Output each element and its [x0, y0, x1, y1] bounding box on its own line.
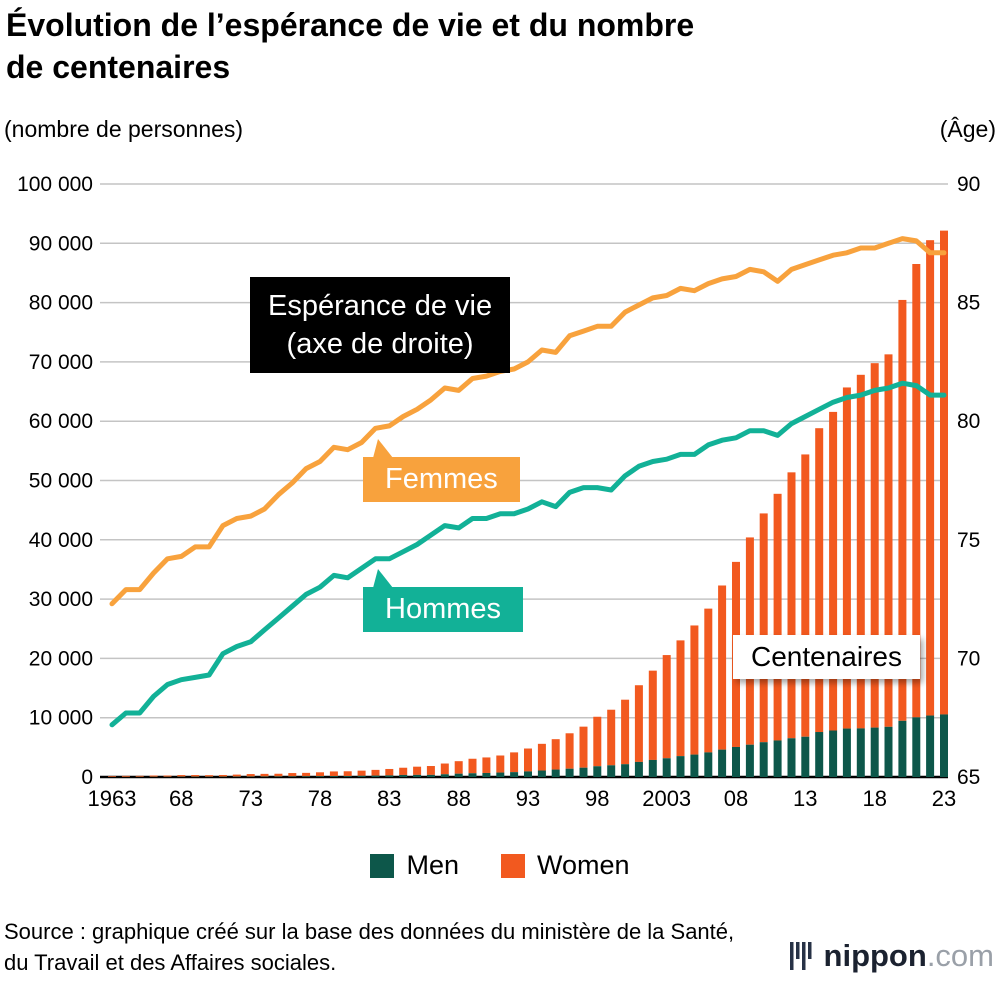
svg-text:0: 0	[81, 766, 93, 789]
legend-swatch-men	[370, 853, 395, 878]
logo-wordmark: nippon	[823, 938, 927, 973]
svg-text:70: 70	[957, 647, 980, 670]
svg-text:85: 85	[957, 292, 980, 315]
source-note: Source : graphique créé sur la base des …	[4, 919, 735, 975]
svg-text:13: 13	[793, 786, 817, 811]
svg-text:30 000: 30 000	[29, 588, 93, 611]
gridlines	[100, 183, 948, 779]
svg-text:93: 93	[516, 786, 540, 811]
life-expectancy-lines	[109, 236, 947, 728]
svg-text:65: 65	[957, 766, 980, 789]
legend-label-men: Men	[406, 850, 459, 880]
annotation-life-expectancy-line1: Espérance de vie	[268, 290, 493, 322]
line-hommes	[109, 380, 947, 728]
svg-text:90 000: 90 000	[29, 232, 93, 255]
annotation-hommes: Hommes	[363, 569, 524, 632]
svg-text:23: 23	[932, 786, 956, 811]
annotation-centenaires: Centenaires	[733, 635, 920, 679]
right-axis-unit-label: (Âge)	[939, 116, 996, 142]
svg-text:40 000: 40 000	[29, 529, 93, 552]
bars-centenaires	[108, 230, 948, 777]
annotation-life-expectancy-line2: (axe de droite)	[286, 328, 474, 360]
svg-text:10 000: 10 000	[29, 707, 93, 730]
svg-text:80 000: 80 000	[29, 292, 93, 315]
legend-item-women: Women	[500, 850, 630, 881]
svg-text:60 000: 60 000	[29, 410, 93, 433]
axis-tick-labels: 0 10 000 20 000 30 000 40 000 50 000 60 000 70 …	[17, 173, 980, 811]
page-title-line2: de centenaires	[6, 49, 231, 85]
left-axis-unit-label: (nombre de personnes)	[4, 116, 244, 142]
svg-text:1963: 1963	[88, 786, 137, 811]
legend-swatch-women	[500, 853, 525, 878]
nippon-logo: nippon.com	[789, 938, 994, 974]
svg-text:78: 78	[308, 786, 332, 811]
page-title: Évolution de l’espérance de vie et du no…	[6, 4, 694, 88]
svg-text:20 000: 20 000	[29, 647, 93, 670]
svg-text:70 000: 70 000	[29, 351, 93, 374]
svg-text:68: 68	[169, 786, 193, 811]
legend-item-men: Men	[370, 850, 459, 881]
legend-label-women: Women	[536, 850, 630, 880]
svg-text:50 000: 50 000	[29, 470, 93, 493]
svg-text:75: 75	[957, 529, 980, 552]
svg-text:83: 83	[377, 786, 401, 811]
svg-text:90: 90	[957, 173, 980, 196]
svg-text:80: 80	[957, 410, 980, 433]
page-title-line1: Évolution de l’espérance de vie et du no…	[6, 7, 695, 43]
nippon-bars-icon	[789, 942, 812, 970]
svg-text:2003: 2003	[642, 786, 691, 811]
svg-text:73: 73	[238, 786, 262, 811]
svg-text:08: 08	[724, 786, 748, 811]
svg-text:18: 18	[862, 786, 886, 811]
logo-suffix: .com	[926, 938, 994, 973]
annotation-life-expectancy: Espérance de vie (axe de droite)	[250, 277, 511, 373]
svg-text:98: 98	[585, 786, 609, 811]
svg-text:100 000: 100 000	[17, 173, 93, 196]
line-femmes	[109, 236, 947, 607]
svg-text:88: 88	[446, 786, 470, 811]
annotation-femmes: Femmes	[363, 439, 520, 502]
chart-legend: Men Women	[0, 850, 1000, 881]
